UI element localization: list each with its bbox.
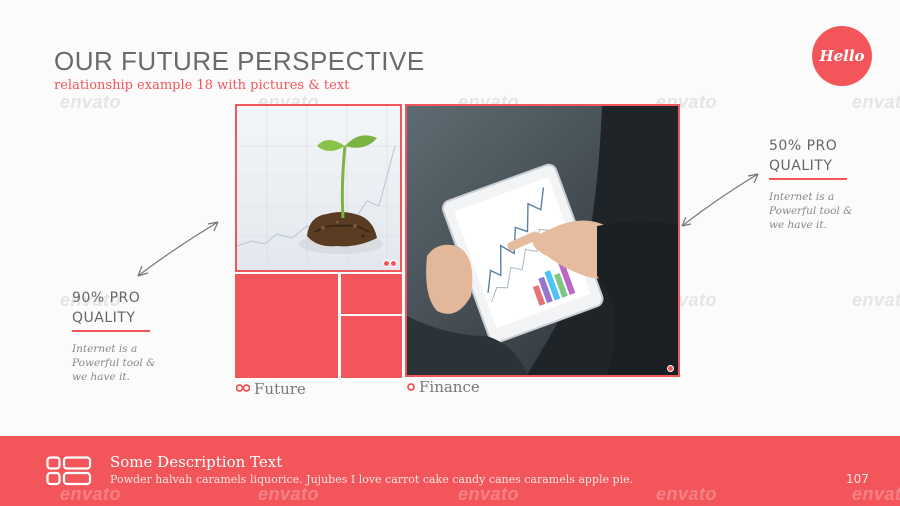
footer-text: Powder halvah caramels liquorice. Jujube… [110,473,634,486]
watermark: envato [60,92,122,112]
hello-badge-label: Hello [819,47,865,65]
picture-marker-dot [667,365,674,372]
picture-marker-dot [390,260,397,267]
left-text-line1: Internet is a [72,343,138,355]
right-arrow-icon [681,173,759,227]
dot-icon [407,383,415,391]
hello-badge: Hello [812,26,872,86]
right-quality-underline [769,178,847,180]
page-title: OUR FUTURE PERSPECTIVE [54,46,425,76]
left-text-line3: we have it. [72,371,130,383]
watermark: envato [852,92,900,112]
page-number: 107 [846,472,869,486]
right-quality-heading-line1: 50% PRO [769,138,838,154]
left-quality-underline [72,330,150,332]
right-text-line1: Internet is a [769,191,835,203]
footer-title: Some Description Text [110,453,283,471]
left-text-line2: Powerful tool & [72,357,156,369]
left-arrow-icon [137,221,219,277]
list-icon [46,456,92,486]
right-text-line2: Powerful tool & [769,205,853,217]
left-quality-heading: 90% PRO QUALITY [72,288,140,328]
watermark: envato [852,290,900,310]
caption-finance: Finance [419,378,480,396]
accent-tile-large [235,274,338,378]
accent-tile-small-top [341,274,402,314]
footer-bar [0,436,900,506]
accent-tile-small-bottom [341,316,402,378]
plant-picture [235,104,402,272]
caption-future: Future [254,380,306,398]
right-quality-heading-line2: QUALITY [769,158,833,174]
plant-image [237,106,400,270]
left-quality-heading-line2: QUALITY [72,310,136,326]
page-subtitle: relationship example 18 with pictures & … [54,78,350,93]
left-quality-heading-line1: 90% PRO [72,290,141,306]
right-text-line3: we have it. [769,219,827,231]
right-quality-text: Internet is a Powerful tool & we have it… [769,190,852,232]
right-quality-heading: 50% PRO QUALITY [769,136,837,176]
finance-image [407,106,678,375]
finance-picture [405,104,680,377]
left-quality-text: Internet is a Powerful tool & we have it… [72,342,155,384]
picture-marker-dot [383,260,390,267]
double-dot-icon [236,384,250,392]
